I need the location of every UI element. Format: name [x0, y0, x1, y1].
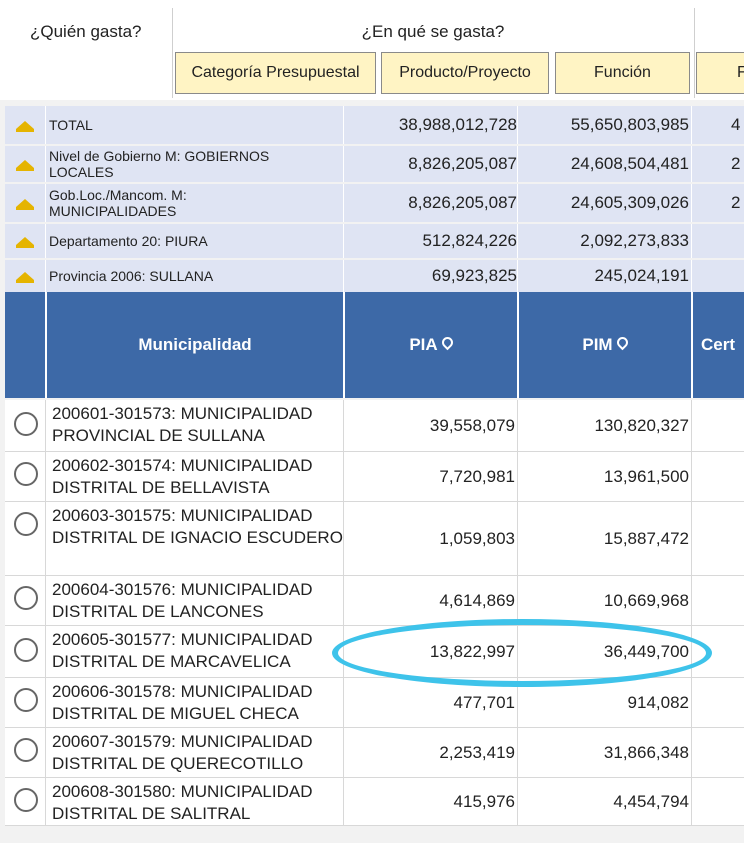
row-radio-button[interactable]: [14, 412, 38, 436]
summary-extra: 2: [731, 154, 741, 173]
summary-row-gob-local[interactable]: Gob.Loc./Mancom. M: MUNICIPALIDADES 8,82…: [5, 184, 744, 222]
table-header: Municipalidad PIA PIM Cert: [5, 292, 744, 398]
row-municipalidad-name: 200606-301578: MUNICIPALIDAD DISTRITAL D…: [52, 682, 313, 723]
row-municipalidad-name: 200602-301574: MUNICIPALIDAD DISTRITAL D…: [52, 456, 313, 497]
summary-row-provincia[interactable]: Provincia 2006: SULLANA 69,923,825 245,0…: [5, 260, 744, 292]
pia-header-label: PIA: [409, 335, 438, 354]
summary-label: Nivel de Gobierno M: GOBIERNOS LOCALES: [49, 148, 270, 180]
pim-header-label: PIM: [582, 335, 613, 354]
row-pim: 15,887,472: [603, 528, 689, 548]
row-pim: 130,820,327: [594, 415, 689, 435]
row-pia: 1,059,803: [439, 528, 515, 548]
collapse-up-icon[interactable]: [5, 146, 45, 182]
what-spent-cell: ¿En qué se gasta?: [172, 8, 695, 98]
summary-row-total[interactable]: TOTAL 38,988,012,728 55,650,803,985 4: [5, 106, 744, 144]
row-municipalidad-name: 200604-301576: MUNICIPALIDAD DISTRITAL D…: [52, 580, 313, 621]
summary-row-nivel-gobierno[interactable]: Nivel de Gobierno M: GOBIERNOS LOCALES 8…: [5, 146, 744, 182]
row-pim: 10,669,968: [603, 590, 689, 610]
summary-extra: 2: [731, 193, 741, 212]
row-pia: 7,720,981: [439, 466, 515, 486]
producto-proyecto-button[interactable]: Producto/Proyecto: [381, 52, 549, 94]
summary-pia: 38,988,012,728: [398, 115, 517, 134]
column-header-pim[interactable]: PIM: [519, 292, 691, 398]
table-row-highlighted[interactable]: 200605-301577: MUNICIPALIDAD DISTRITAL D…: [5, 626, 744, 678]
row-municipalidad-name: 200603-301575: MUNICIPALIDAD DISTRITAL D…: [52, 506, 343, 547]
summary-pim: 24,608,504,481: [570, 154, 689, 173]
summary-extra: 4: [731, 115, 741, 134]
collapse-up-icon[interactable]: [5, 184, 45, 222]
summary-label: TOTAL: [49, 117, 93, 133]
row-radio-button[interactable]: [14, 462, 38, 486]
what-spent-label: ¿En qué se gasta?: [361, 22, 505, 41]
row-municipalidad-name: 200608-301580: MUNICIPALIDAD DISTRITAL D…: [52, 782, 313, 823]
summary-pia: 512,824,226: [422, 231, 517, 250]
row-pia: 2,253,419: [439, 742, 515, 762]
summary-label: Gob.Loc./Mancom. M: MUNICIPALIDADES: [49, 187, 187, 219]
row-municipalidad-name: 200607-301579: MUNICIPALIDAD DISTRITAL D…: [52, 732, 313, 773]
row-radio-button[interactable]: [14, 512, 38, 536]
table-row[interactable]: 200607-301579: MUNICIPALIDAD DISTRITAL D…: [5, 728, 744, 778]
row-radio-button[interactable]: [14, 586, 38, 610]
summary-pia: 8,826,205,087: [408, 193, 517, 212]
row-pia: 39,558,079: [429, 415, 515, 435]
who-spends-label: ¿Quién gasta?: [30, 22, 142, 41]
row-pim: 31,866,348: [603, 742, 689, 762]
summary-label: Provincia 2006: SULLANA: [49, 268, 214, 284]
table-row[interactable]: 200604-301576: MUNICIPALIDAD DISTRITAL D…: [5, 576, 744, 626]
summary-pia: 69,923,825: [431, 266, 517, 285]
summary-pim: 2,092,273,833: [580, 231, 689, 250]
table-row[interactable]: 200606-301578: MUNICIPALIDAD DISTRITAL D…: [5, 678, 744, 728]
row-pia: 415,976: [453, 791, 515, 811]
table-row[interactable]: 200601-301573: MUNICIPALIDAD PROVINCIAL …: [5, 400, 744, 452]
collapse-up-icon[interactable]: [5, 260, 45, 292]
row-pim: 36,449,700: [603, 641, 689, 661]
collapse-up-icon[interactable]: [5, 224, 45, 258]
row-municipalidad-name: 200601-301573: MUNICIPALIDAD PROVINCIAL …: [52, 404, 313, 445]
summary-pim: 55,650,803,985: [570, 115, 689, 134]
sort-pin-icon[interactable]: [439, 334, 455, 350]
row-pia: 477,701: [453, 692, 515, 712]
summary-pia: 8,826,205,087: [408, 154, 517, 173]
funcion-button[interactable]: Función: [555, 52, 690, 94]
row-pim: 4,454,794: [613, 791, 689, 811]
row-radio-button[interactable]: [14, 738, 38, 762]
column-header-cert[interactable]: Cert: [701, 335, 736, 354]
summary-row-departamento[interactable]: Departamento 20: PIURA 512,824,226 2,092…: [5, 224, 744, 258]
table-row[interactable]: 200603-301575: MUNICIPALIDAD DISTRITAL D…: [5, 502, 744, 576]
collapse-up-icon[interactable]: [5, 106, 45, 144]
table-row[interactable]: 200602-301574: MUNICIPALIDAD DISTRITAL D…: [5, 452, 744, 502]
row-pim: 914,082: [627, 692, 689, 712]
summary-label: Departamento 20: PIURA: [49, 233, 208, 249]
column-header-pia[interactable]: PIA: [345, 292, 517, 398]
table-row[interactable]: 200608-301580: MUNICIPALIDAD DISTRITAL D…: [5, 778, 744, 826]
page-bottom-margin: [0, 826, 744, 843]
row-pia: 13,822,997: [429, 641, 515, 661]
summary-extra: [695, 224, 740, 258]
row-pia: 4,614,869: [439, 590, 515, 610]
top-header: ¿Quién gasta? ¿En qué se gasta? Categorí…: [0, 0, 744, 100]
categoria-presupuestal-button[interactable]: Categoría Presupuestal: [175, 52, 376, 94]
row-radio-button[interactable]: [14, 688, 38, 712]
column-header-municipalidad[interactable]: Municipalidad: [138, 335, 252, 354]
more-category-button[interactable]: F: [696, 52, 744, 94]
row-pim: 13,961,500: [603, 466, 689, 486]
row-radio-button[interactable]: [14, 638, 38, 662]
sort-pin-icon[interactable]: [614, 334, 630, 350]
summary-pim: 245,024,191: [594, 266, 689, 285]
summary-extra: [695, 260, 740, 292]
summary-pim: 24,605,309,026: [570, 193, 689, 212]
who-spends-cell: ¿Quién gasta?: [0, 8, 173, 98]
row-radio-button[interactable]: [14, 788, 38, 812]
row-municipalidad-name: 200605-301577: MUNICIPALIDAD DISTRITAL D…: [52, 630, 313, 671]
